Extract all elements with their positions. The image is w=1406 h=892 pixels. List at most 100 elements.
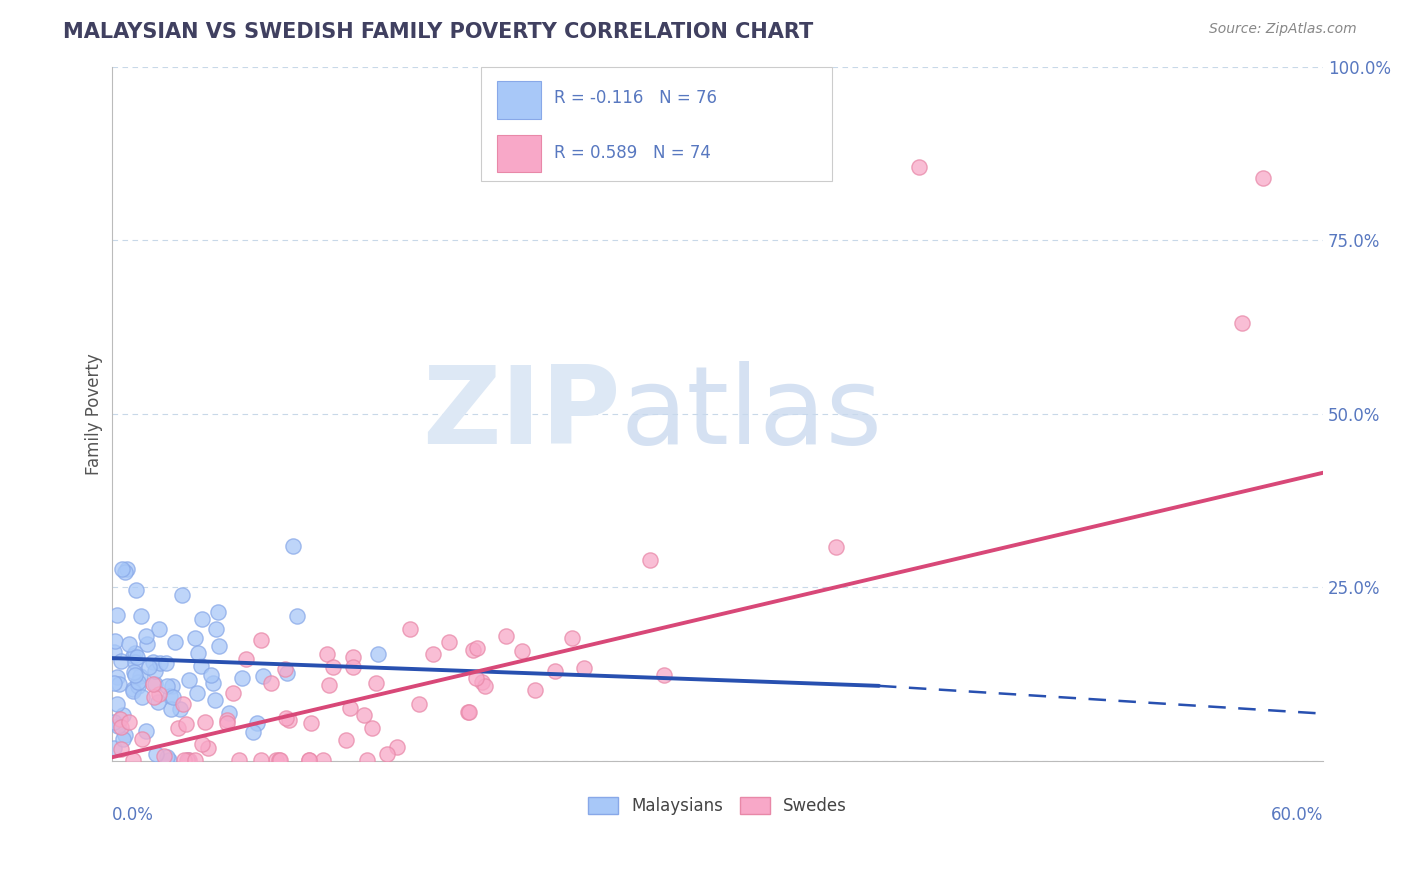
FancyBboxPatch shape (496, 135, 540, 172)
Point (176, 753, 198, 767)
Point (276, 711, 298, 725)
Text: atlas: atlas (620, 360, 883, 467)
Point (127, 675, 149, 690)
Point (167, 721, 190, 735)
Point (105, 698, 128, 712)
Point (170, 588, 193, 602)
Point (148, 622, 170, 636)
Text: 60.0%: 60.0% (1271, 806, 1323, 824)
Point (142, 676, 165, 690)
Point (159, 690, 181, 704)
Point (194, 715, 217, 730)
Point (267, 753, 290, 767)
Point (122, 682, 145, 697)
Point (207, 639, 229, 653)
Point (103, 714, 125, 729)
Point (274, 662, 297, 676)
Point (283, 539, 305, 553)
Point (108, 676, 131, 690)
Point (118, 638, 141, 652)
Point (131, 732, 153, 747)
Point (342, 659, 364, 673)
Point (638, 552, 661, 566)
Point (148, 687, 170, 701)
Point (117, 715, 139, 730)
Point (301, 715, 323, 730)
Text: R = -0.116   N = 76: R = -0.116 N = 76 (554, 89, 717, 107)
Point (127, 650, 149, 665)
FancyBboxPatch shape (481, 67, 832, 181)
Point (145, 747, 167, 762)
Point (111, 708, 134, 723)
Point (127, 679, 149, 693)
Point (197, 741, 219, 756)
Point (510, 644, 533, 658)
Point (124, 655, 146, 669)
Point (252, 669, 274, 683)
Point (495, 630, 517, 644)
Point (184, 753, 207, 767)
Point (264, 753, 287, 767)
Point (825, 540, 848, 554)
Point (1232, 317, 1254, 331)
Point (318, 678, 340, 692)
Point (207, 605, 229, 619)
Point (652, 667, 675, 681)
Point (174, 716, 197, 731)
Point (114, 565, 136, 579)
Point (356, 753, 378, 767)
Point (153, 749, 176, 764)
Point (103, 634, 125, 648)
Point (172, 697, 194, 711)
Point (215, 713, 238, 727)
Point (162, 690, 184, 704)
Point (315, 648, 337, 662)
Text: R = 0.589   N = 74: R = 0.589 N = 74 (554, 145, 710, 162)
Point (342, 649, 364, 664)
Point (177, 753, 200, 767)
Point (222, 685, 245, 699)
Point (142, 655, 165, 669)
Point (228, 753, 250, 767)
Point (474, 679, 496, 693)
Point (135, 629, 157, 643)
Point (312, 753, 335, 767)
Point (110, 742, 132, 756)
Point (366, 676, 388, 690)
Text: Source: ZipAtlas.com: Source: ZipAtlas.com (1209, 22, 1357, 37)
Point (190, 659, 212, 673)
Point (285, 609, 308, 624)
Point (143, 664, 166, 678)
Point (465, 671, 488, 685)
Point (1251, 170, 1274, 185)
Point (235, 652, 257, 666)
Point (463, 643, 485, 657)
Point (103, 675, 125, 690)
Point (339, 701, 361, 715)
Point (143, 677, 166, 691)
Point (122, 665, 145, 679)
Point (360, 721, 382, 735)
Point (107, 719, 129, 733)
Point (250, 753, 273, 767)
Point (298, 753, 321, 767)
Point (908, 161, 931, 175)
Point (110, 720, 132, 734)
Point (143, 690, 166, 704)
Point (110, 712, 132, 726)
Point (165, 635, 187, 649)
Point (277, 714, 299, 728)
Point (375, 747, 398, 762)
Point (245, 716, 267, 731)
Point (437, 635, 460, 649)
Point (544, 665, 567, 679)
Point (149, 656, 172, 670)
Point (103, 644, 125, 658)
Point (179, 673, 201, 688)
Point (190, 612, 212, 626)
Point (242, 724, 264, 739)
Text: ZIP: ZIP (422, 360, 620, 467)
Point (105, 608, 128, 623)
Point (103, 741, 125, 756)
Point (218, 706, 240, 720)
